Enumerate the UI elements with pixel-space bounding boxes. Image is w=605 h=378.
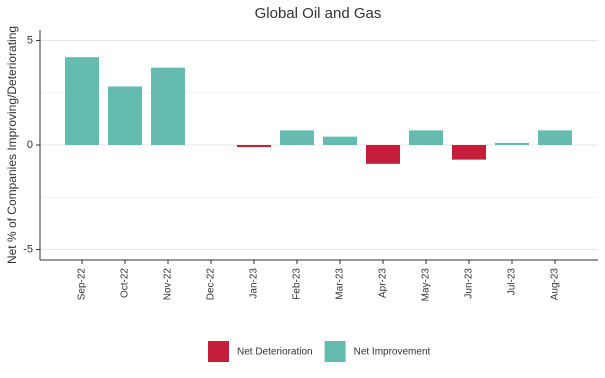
bar <box>65 57 99 145</box>
x-tick-label: Aug-23 <box>550 268 561 301</box>
bar <box>108 86 142 145</box>
legend-swatch <box>208 341 229 362</box>
x-tick-label: Jul-23 <box>507 268 518 296</box>
x-tick-label: May-23 <box>421 268 432 302</box>
bar <box>280 130 314 145</box>
x-tick-label: Nov-22 <box>163 268 174 301</box>
x-tick-label: Mar-23 <box>335 268 346 300</box>
x-tick-label: Apr-23 <box>378 268 389 298</box>
y-tick-label: -5 <box>23 243 33 255</box>
bar <box>538 130 572 145</box>
legend-swatch <box>324 341 346 362</box>
bar <box>452 145 486 160</box>
x-tick-label: Oct-22 <box>120 268 131 298</box>
x-tick-label: Dec-22 <box>206 268 217 301</box>
bar <box>323 136 357 145</box>
legend-label: Net Improvement <box>354 347 431 358</box>
legend-label: Net Deterioration <box>237 347 313 358</box>
bar <box>237 145 271 148</box>
y-axis-label: Net % of Companies Improving/Deteriorati… <box>5 26 19 264</box>
y-tick-label: 5 <box>27 34 33 46</box>
bar <box>366 145 400 164</box>
chart-title: Global Oil and Gas <box>255 5 382 22</box>
bar <box>495 142 529 145</box>
y-tick-label: 0 <box>27 139 33 151</box>
x-tick-label: Jan-23 <box>249 268 260 299</box>
x-tick-label: Jun-23 <box>464 268 475 299</box>
bar <box>409 130 443 145</box>
x-tick-label: Sep-22 <box>77 268 88 301</box>
bar <box>151 67 185 145</box>
x-tick-label: Feb-23 <box>292 268 303 300</box>
